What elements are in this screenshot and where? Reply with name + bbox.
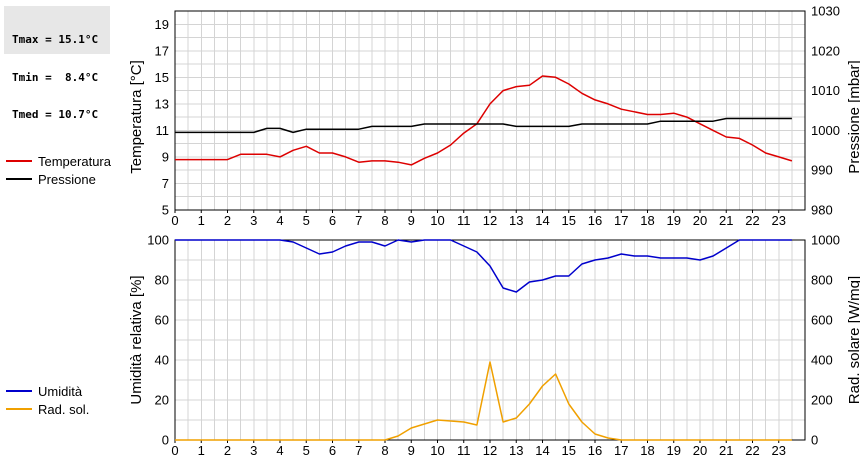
- series-line-pressione: [175, 117, 792, 134]
- x-tick-label: 8: [381, 443, 388, 458]
- y-tick-label-left: 11: [156, 123, 170, 138]
- x-tick-label: 6: [329, 213, 336, 228]
- y-tick-label-left: 7: [162, 176, 169, 191]
- x-tick-label: 22: [745, 213, 759, 228]
- y-tick-label-left: 17: [155, 43, 169, 58]
- y-tick-label-left: 5: [162, 203, 169, 218]
- x-tick-label: 9: [408, 443, 415, 458]
- x-tick-label: 7: [355, 443, 362, 458]
- x-tick-label: 21: [719, 443, 733, 458]
- y-tick-label-right: 980: [811, 203, 833, 218]
- x-tick-label: 14: [535, 443, 549, 458]
- y-tick-label-left: 100: [147, 233, 169, 248]
- stats-box: Tmax = 15.1°C Tmin = 8.4°C Tmed = 10.7°C: [4, 6, 110, 121]
- x-tick-label: 21: [719, 213, 733, 228]
- stat-tmin: Tmin = 8.4°C: [12, 70, 99, 84]
- x-tick-label: 18: [640, 213, 654, 228]
- x-tick-label: 23: [772, 443, 786, 458]
- x-tick-label: 19: [667, 443, 681, 458]
- x-tick-label: 16: [588, 443, 602, 458]
- x-tick-label: 14: [535, 213, 549, 228]
- x-tick-label: 12: [483, 213, 497, 228]
- x-tick-label: 15: [562, 213, 576, 228]
- x-tick-label: 1: [198, 443, 205, 458]
- top-ylabel-right: Pressione [mbar]: [846, 60, 860, 173]
- legend-bottom: Umidità Rad. sol.: [6, 384, 89, 417]
- bottom-ylabel-left: Umidità relativa [%]: [128, 275, 145, 404]
- x-tick-label: 7: [355, 213, 362, 228]
- series-line-rad-sol: [175, 361, 792, 441]
- x-tick-label: 0: [171, 443, 178, 458]
- x-tick-label: 18: [640, 443, 654, 458]
- top-ylabel-left: Temperatura [°C]: [128, 60, 145, 174]
- x-tick-label: 3: [250, 213, 257, 228]
- series-line-umidita: [175, 239, 792, 293]
- y-tick-label-right: 1000: [811, 123, 840, 138]
- y-tick-label-left: 60: [155, 313, 169, 328]
- x-tick-label: 23: [772, 213, 786, 228]
- y-tick-label-right: 600: [811, 313, 833, 328]
- y-tick-label-left: 9: [162, 149, 169, 164]
- y-tick-label-right: 1000: [811, 233, 840, 248]
- y-tick-label-right: 1030: [811, 4, 840, 19]
- y-tick-label-right: 990: [811, 163, 833, 178]
- x-tick-label: 10: [430, 213, 444, 228]
- panel-humidity-radiation: 0 1 2 3 4 5 6 7 8 9 10 11 12 13 14 15 16 17 18 19 20 21 22 2302…: [147, 233, 840, 459]
- y-tick-label-left: 20: [155, 393, 169, 408]
- legend-top: Temperatura Pressione: [6, 154, 112, 187]
- x-tick-label: 1: [198, 213, 205, 228]
- x-tick-label: 20: [693, 213, 707, 228]
- legend-label-rad-sol: Rad. sol.: [38, 402, 89, 417]
- x-tick-label: 0: [171, 213, 178, 228]
- y-tick-label-right: 400: [811, 353, 833, 368]
- y-tick-label-left: 19: [155, 17, 169, 32]
- legend-label-temperatura: Temperatura: [38, 154, 112, 169]
- series-line-temperatura: [175, 75, 793, 166]
- x-tick-label: 13: [509, 213, 523, 228]
- y-tick-label-right: 1020: [811, 43, 840, 58]
- stat-tmed: Tmed = 10.7°C: [12, 108, 99, 121]
- legend-label-pressione: Pressione: [38, 172, 96, 187]
- x-tick-label: 5: [303, 443, 310, 458]
- y-tick-label-left: 13: [155, 96, 169, 111]
- x-tick-label: 4: [276, 443, 283, 458]
- legend-label-umidita: Umidità: [38, 384, 83, 399]
- x-tick-label: 11: [457, 443, 471, 458]
- x-tick-label: 17: [614, 213, 628, 228]
- x-tick-label: 2: [224, 213, 231, 228]
- x-tick-label: 17: [614, 443, 628, 458]
- x-tick-label: 20: [693, 443, 707, 458]
- x-tick-label: 13: [509, 443, 523, 458]
- x-tick-label: 16: [588, 213, 602, 228]
- y-tick-label-right: 800: [811, 273, 833, 288]
- y-tick-label-right: 200: [811, 393, 833, 408]
- y-tick-label-right: 0: [811, 433, 818, 448]
- x-tick-label: 8: [381, 213, 388, 228]
- bottom-ylabel-right: Rad. solare [W/mq]: [846, 276, 860, 404]
- x-tick-label: 2: [224, 443, 231, 458]
- x-tick-label: 12: [483, 443, 497, 458]
- x-tick-label: 22: [745, 443, 759, 458]
- x-tick-label: 11: [457, 213, 471, 228]
- y-tick-label-left: 80: [155, 273, 169, 288]
- y-tick-label-left: 15: [155, 70, 169, 85]
- x-tick-label: 9: [408, 213, 415, 228]
- y-tick-label-right: 1010: [811, 83, 840, 98]
- y-tick-label-left: 0: [162, 433, 169, 448]
- x-tick-label: 4: [276, 213, 283, 228]
- x-tick-label: 5: [303, 213, 310, 228]
- x-tick-label: 15: [562, 443, 576, 458]
- y-tick-label-left: 40: [155, 353, 169, 368]
- x-tick-label: 19: [667, 213, 681, 228]
- x-tick-label: 10: [430, 443, 444, 458]
- x-tick-label: 6: [329, 443, 336, 458]
- stat-tmax: Tmax = 15.1°C: [12, 33, 99, 46]
- panel-temperature-pressure: 0 1 2 3 4 5 6 7 8 9 10 11 12 13 14 15 16 17 18 19 20 21 22 2357…: [155, 4, 840, 229]
- x-tick-label: 3: [250, 443, 257, 458]
